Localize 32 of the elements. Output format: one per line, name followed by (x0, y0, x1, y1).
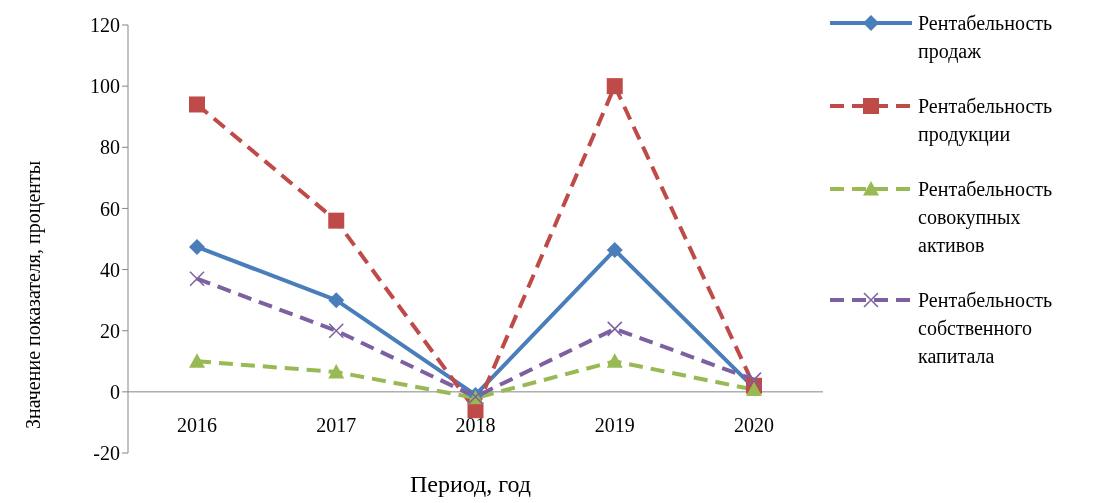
y-tick-label: 40 (100, 258, 120, 281)
point (746, 371, 762, 388)
x-tick-label: 2019 (594, 413, 635, 436)
legend-label: Рентабельность продукции (918, 94, 1054, 148)
x-tick-label: 2016 (177, 413, 217, 436)
y-tick-label: 100 (90, 75, 120, 98)
legend-label: Рентабельность собственного капитала (918, 288, 1054, 369)
point (607, 321, 623, 337)
y-tick-label: 20 (100, 319, 120, 342)
point (189, 238, 205, 255)
x-tick-label: 2020 (734, 413, 774, 436)
legend-label: Рентабельность совокупных активов (918, 177, 1054, 258)
point (189, 270, 205, 287)
point (606, 78, 623, 95)
point (328, 322, 344, 339)
point (328, 363, 345, 379)
y-tick-label: 60 (100, 197, 120, 220)
y-tick-label: -20 (93, 442, 120, 465)
point (328, 292, 345, 309)
y-tick-label: 0 (110, 380, 120, 403)
x-tick-label: 2018 (455, 413, 496, 436)
y-tick-label: 80 (100, 136, 120, 159)
point (189, 96, 205, 113)
x-tick-label: 2017 (316, 413, 357, 436)
y-tick-label: 120 (90, 14, 120, 37)
y-axis-title: Значение показателя, проценты (22, 160, 46, 429)
point (328, 212, 345, 229)
point (606, 242, 623, 259)
point (189, 353, 205, 368)
x-axis-title: Период, год (408, 471, 533, 498)
legend-label: Рентабельность продаж (918, 11, 1054, 65)
point (606, 353, 623, 368)
